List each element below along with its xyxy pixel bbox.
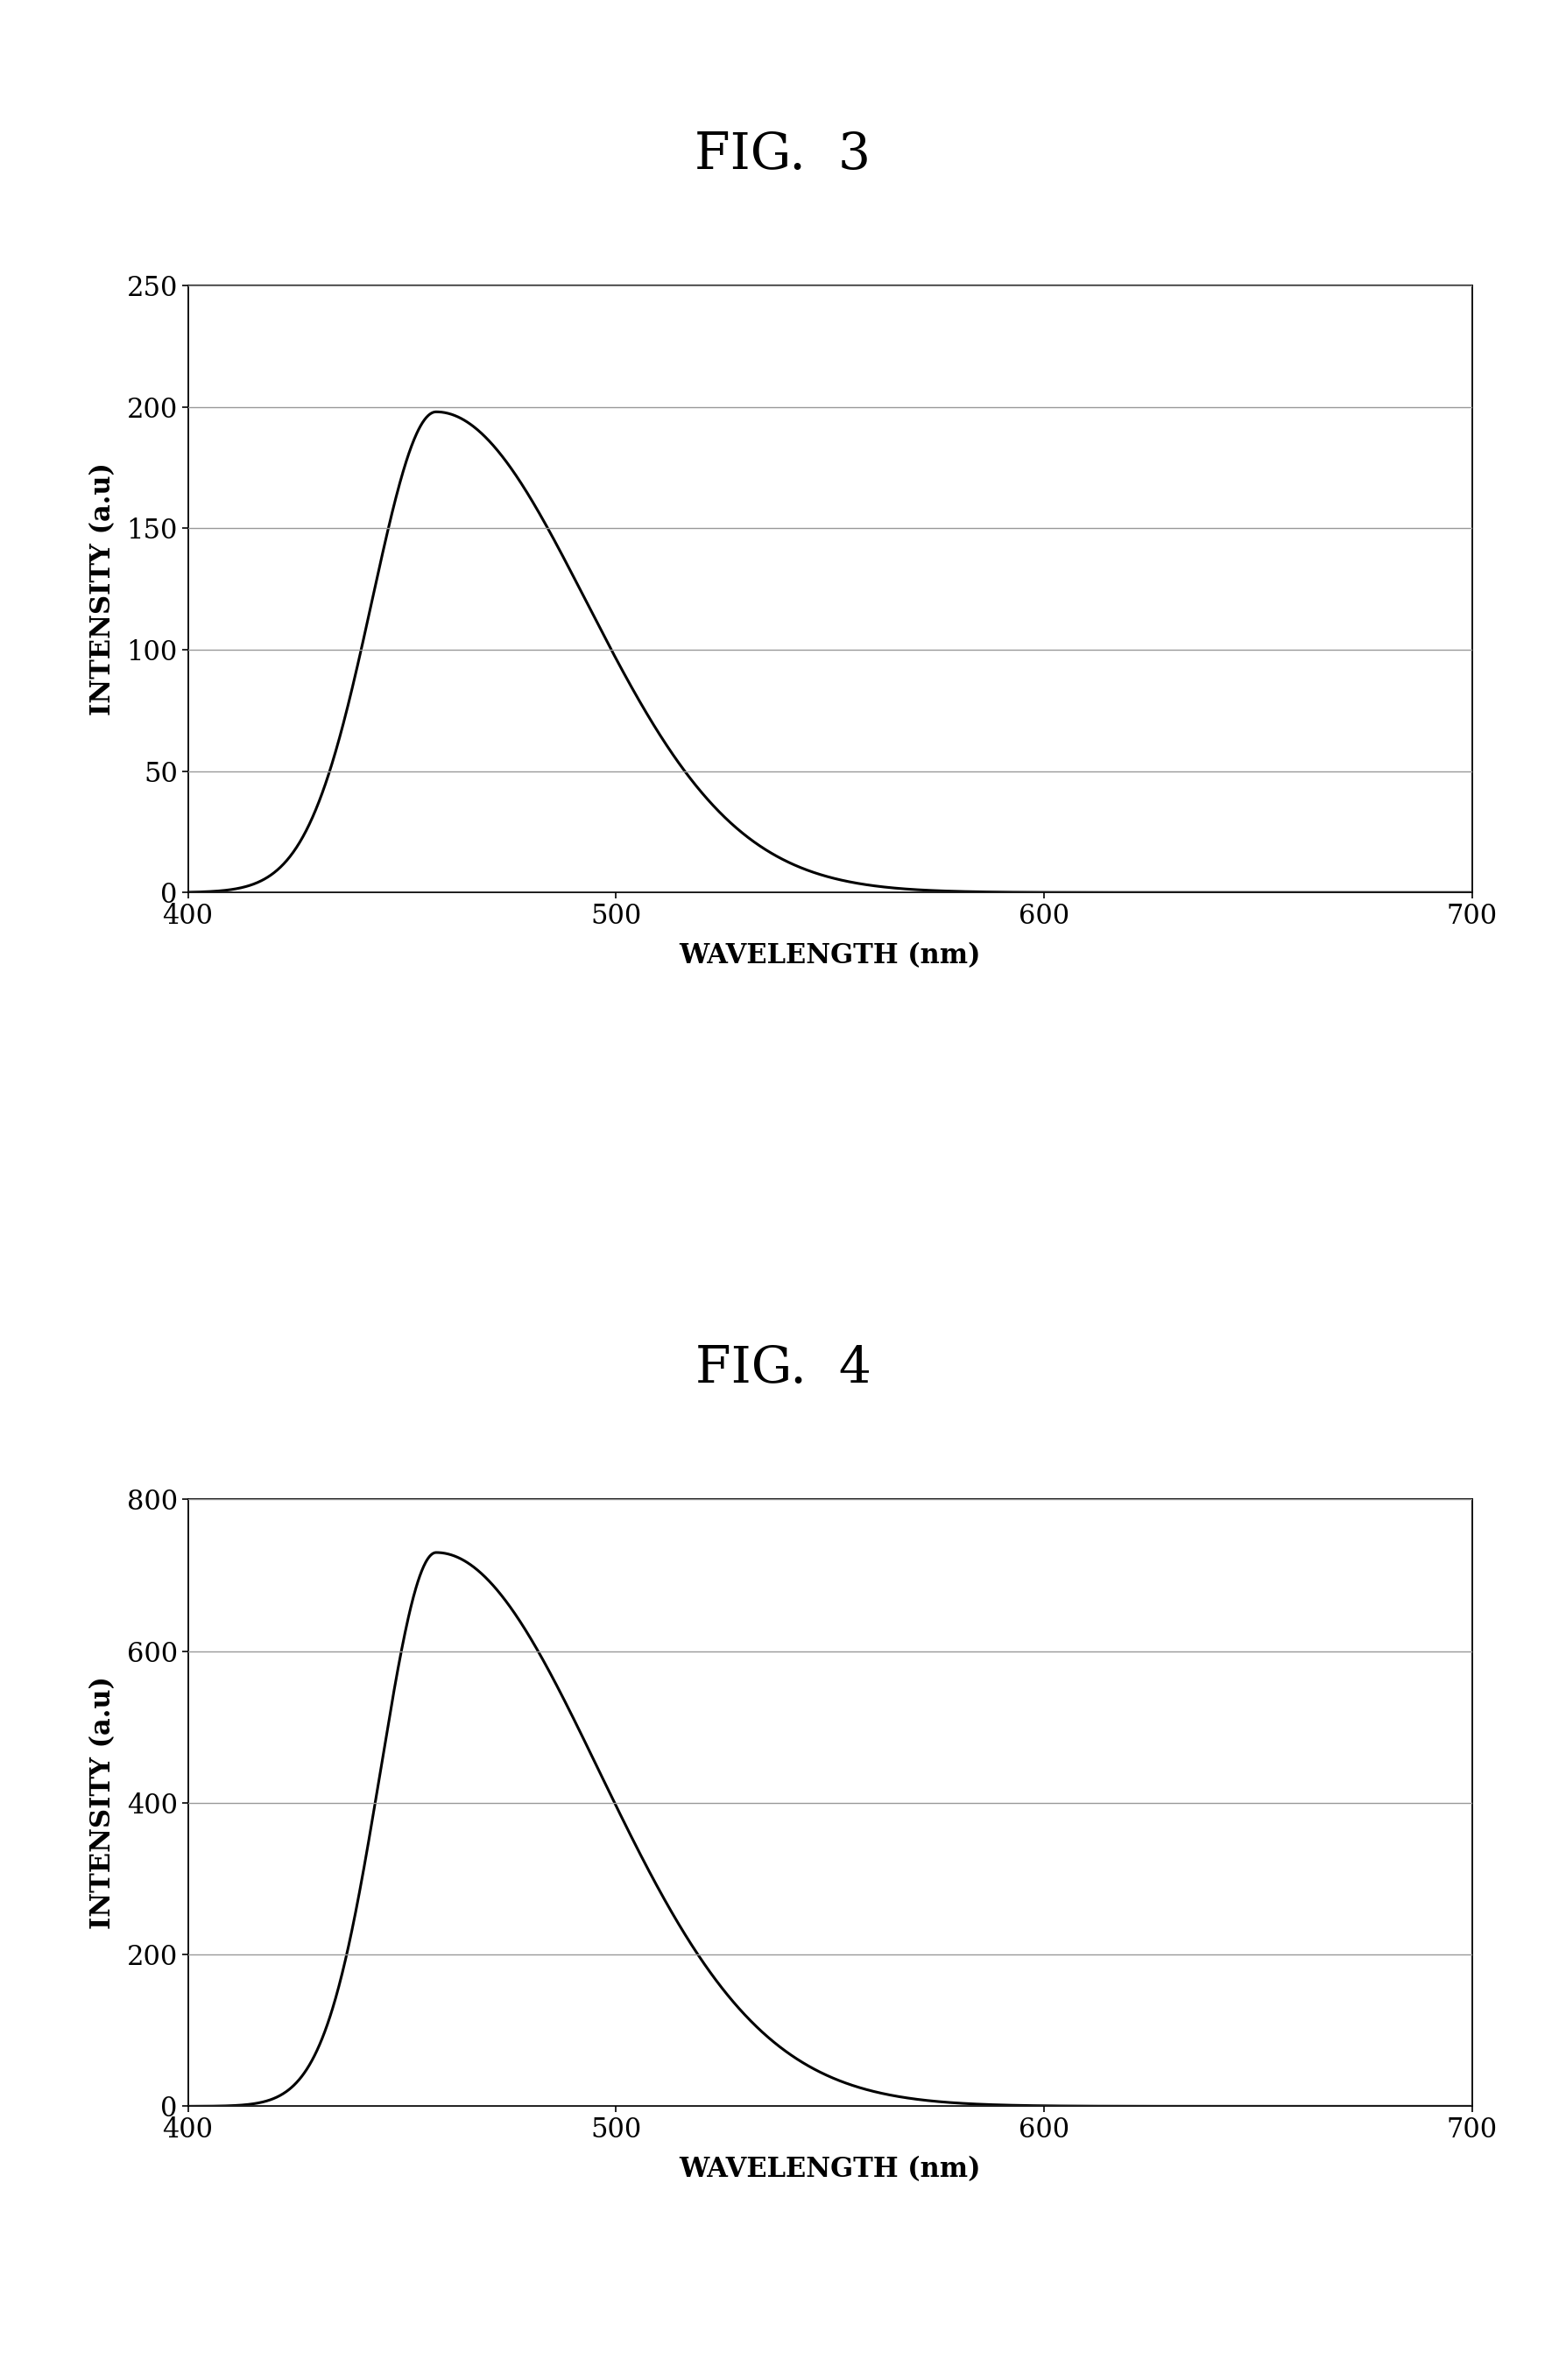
Y-axis label: INTENSITY (a.u): INTENSITY (a.u) (89, 462, 117, 716)
Text: FIG.  3: FIG. 3 (695, 131, 871, 178)
X-axis label: WAVELENGTH (nm): WAVELENGTH (nm) (680, 2156, 980, 2182)
X-axis label: WAVELENGTH (nm): WAVELENGTH (nm) (680, 942, 980, 969)
Text: FIG.  4: FIG. 4 (695, 1345, 871, 1392)
Y-axis label: INTENSITY (a.u): INTENSITY (a.u) (89, 1676, 117, 1930)
